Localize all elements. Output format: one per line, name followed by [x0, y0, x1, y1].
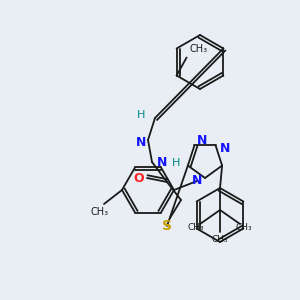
Text: S: S	[162, 219, 172, 233]
Text: CH₃: CH₃	[91, 207, 109, 217]
Text: CH₃: CH₃	[212, 236, 228, 244]
Text: N: N	[157, 157, 167, 169]
Text: CH₃: CH₃	[236, 224, 252, 232]
Text: CH₃: CH₃	[190, 44, 208, 55]
Text: N: N	[192, 175, 202, 188]
Text: O: O	[134, 172, 144, 184]
Text: H: H	[172, 158, 180, 168]
Text: N: N	[219, 142, 230, 155]
Text: CH₃: CH₃	[188, 224, 204, 232]
Text: N: N	[136, 136, 146, 148]
Text: H: H	[137, 110, 145, 120]
Text: N: N	[197, 134, 208, 147]
